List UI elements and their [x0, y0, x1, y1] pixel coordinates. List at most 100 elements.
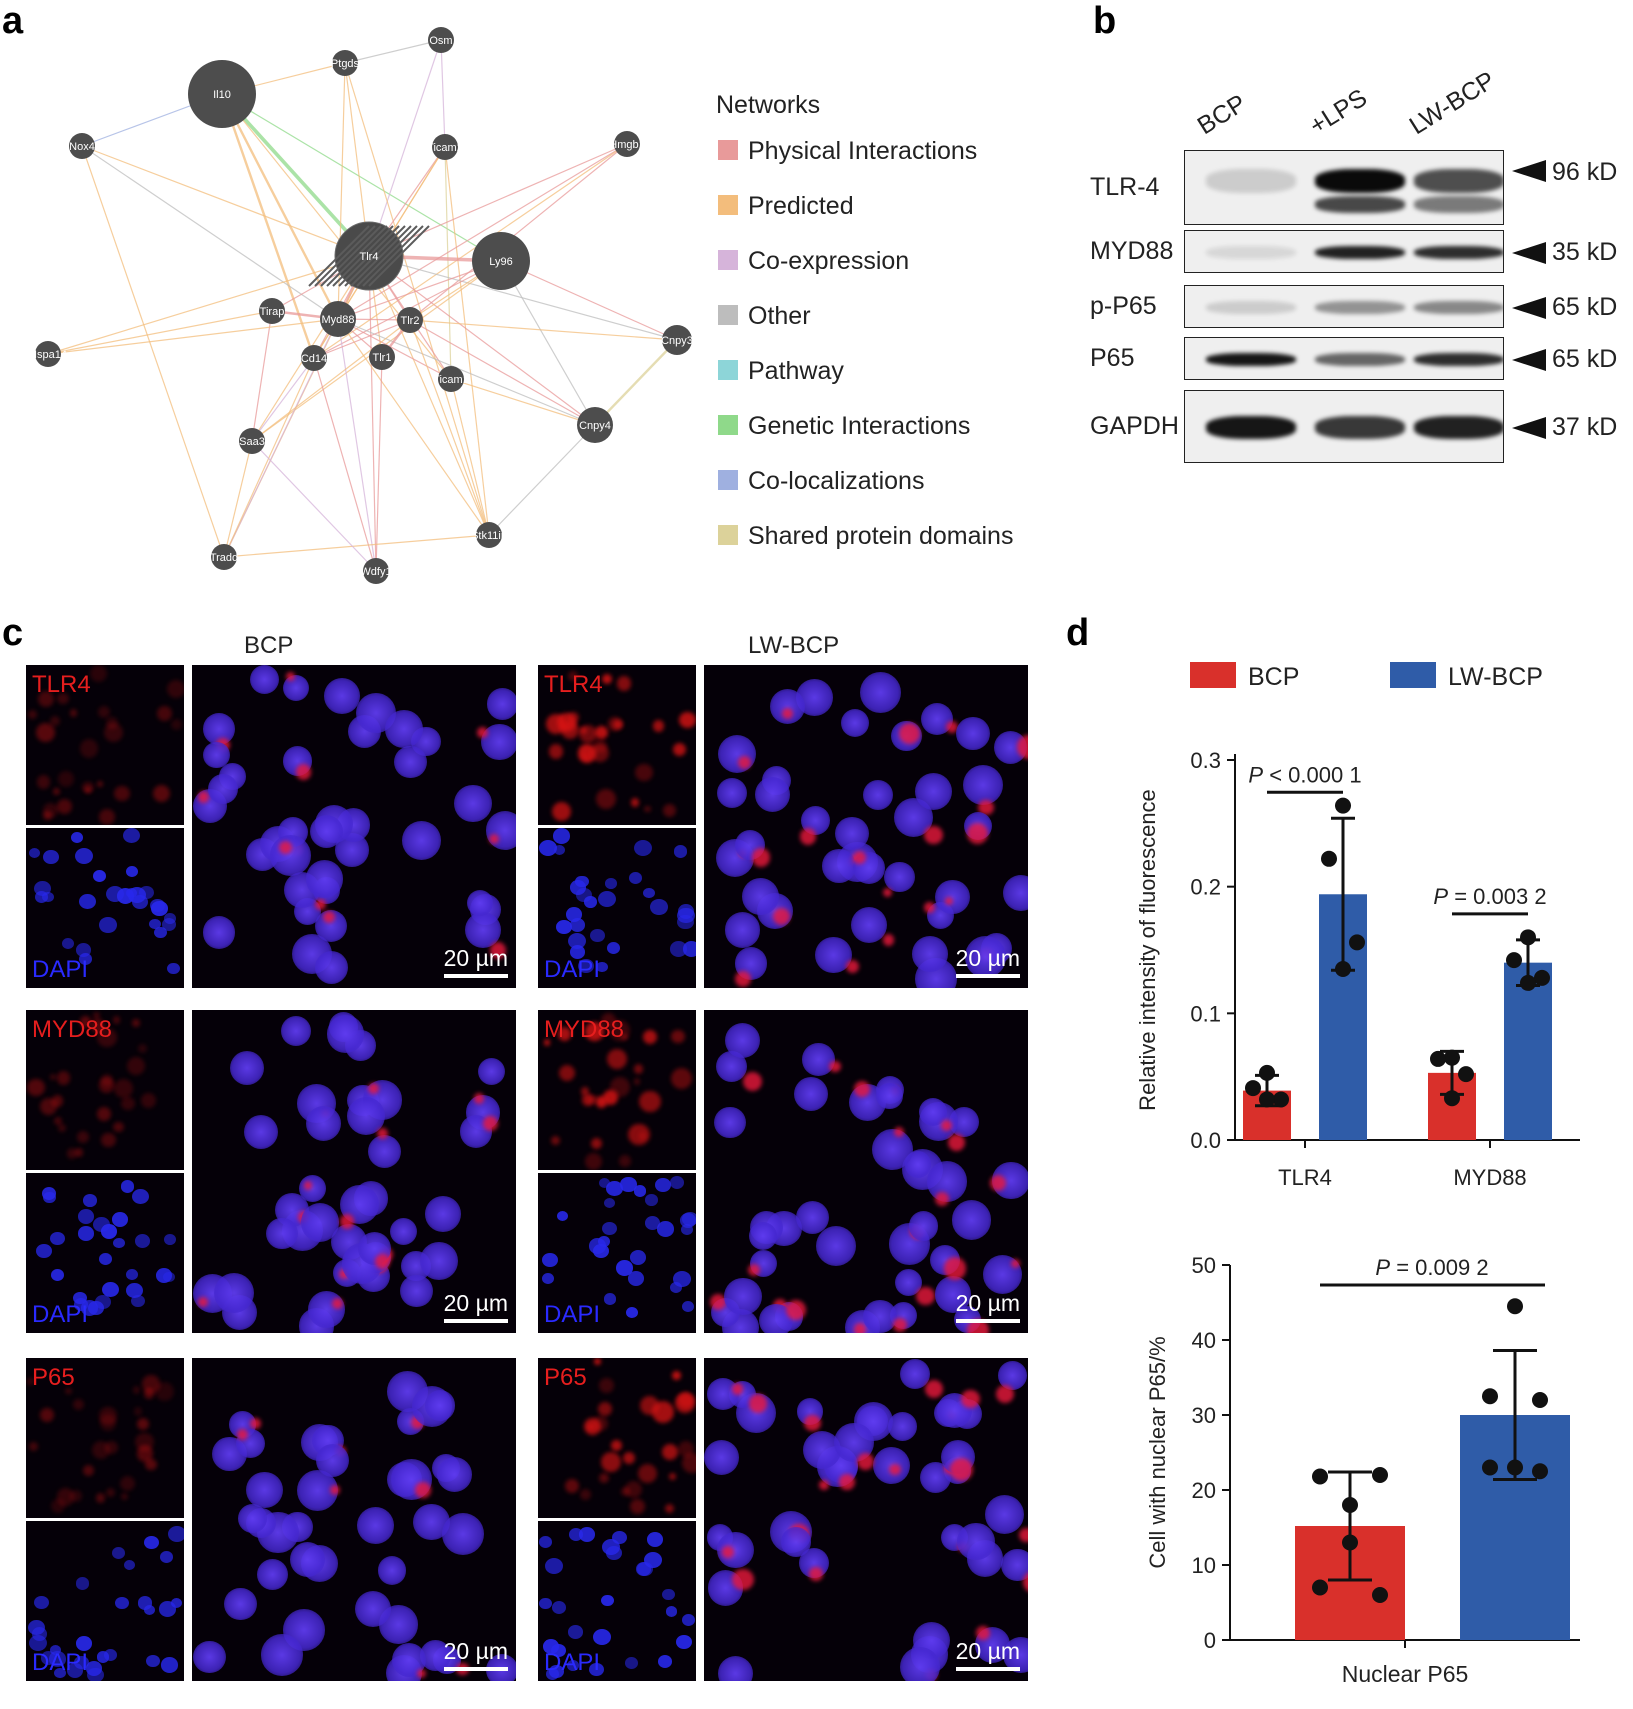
nucleus [153, 926, 167, 939]
network-node-tlr2: Tlr2 [397, 307, 423, 333]
signal-spot [93, 1011, 101, 1019]
signal-spot [101, 1132, 116, 1148]
merged-cell [952, 1200, 992, 1240]
network-edge [81, 145, 225, 558]
red-signal [882, 934, 895, 947]
network-edge [500, 260, 678, 341]
legend-swatch [718, 140, 738, 160]
nucleus [144, 1536, 159, 1550]
nucleus [628, 1271, 645, 1287]
nucleus [74, 1656, 89, 1670]
marker-channel-panel: TLR4 [26, 665, 184, 825]
signal-spot [27, 1378, 35, 1385]
red-signal [916, 1287, 935, 1306]
merged-cell [305, 1105, 342, 1142]
network-edge [450, 378, 596, 426]
node-circle [662, 325, 692, 355]
blot-band [1414, 352, 1503, 367]
network-node-osm: Osm [428, 27, 454, 53]
marker-label: MYD88 [544, 1016, 625, 1043]
nucleus [96, 1651, 110, 1663]
nucleus [144, 1605, 156, 1615]
size-label: 35 kD [1552, 237, 1618, 266]
merged-cell [394, 745, 427, 779]
legend-label: Pathway [748, 357, 844, 385]
blot-band [1206, 352, 1296, 367]
nucleus [545, 1668, 559, 1681]
signal-spot [635, 763, 653, 782]
signal-spot [79, 739, 99, 758]
network-edge [409, 319, 678, 341]
signal-spot [590, 1137, 602, 1150]
merged-cell [354, 1590, 391, 1627]
signal-spot [76, 1130, 90, 1144]
signal-spot [137, 1417, 150, 1430]
legend-label: Other [748, 302, 811, 330]
node-circle [577, 407, 613, 443]
network-edge [368, 255, 490, 536]
merged-cell [193, 1640, 226, 1674]
nucleus [75, 1577, 89, 1590]
red-signal [732, 1568, 754, 1591]
network-edge [223, 534, 490, 558]
y-tick-label: 30 [1192, 1403, 1216, 1428]
size-label: 65 kD [1552, 292, 1618, 321]
red-signal [377, 1128, 388, 1140]
network-edge [337, 318, 490, 536]
node-label: Cd14 [301, 353, 327, 365]
signal-spot [79, 1016, 92, 1028]
signal-spot [623, 1451, 636, 1464]
signal-spot [140, 1093, 156, 1109]
network-legend: Physical Interactions Predicted Co-express… [718, 137, 1013, 550]
node-circle [369, 344, 395, 370]
signal-spot [587, 1424, 595, 1431]
blot-tlr-4 [1184, 150, 1504, 225]
signal-spot [671, 1029, 685, 1044]
nucleus [553, 845, 565, 856]
data-point [1534, 969, 1550, 986]
nucleus [606, 942, 620, 954]
data-point [1259, 1064, 1275, 1081]
nucleus [662, 1588, 676, 1601]
red-signal [819, 1480, 829, 1490]
nucleus [99, 917, 117, 933]
size-label: 65 kD [1552, 344, 1618, 373]
dapi-label: DAPI [544, 1649, 601, 1676]
signal-spot [56, 1071, 71, 1085]
red-signal [854, 1081, 871, 1097]
gene-network-graph: Il10 Ptgds Osm Nox4 Ticam2 Hmgb1 Tlr4 Ly96 Tirap… [29, 27, 1013, 584]
node-label: Wdfy1 [360, 566, 391, 578]
merged-cell [486, 688, 516, 720]
signal-spot [669, 1473, 676, 1481]
signal-spot [99, 1407, 117, 1425]
merged-cell [465, 912, 502, 949]
signal-spot [611, 1440, 623, 1452]
signal-spot [43, 803, 59, 819]
y-tick-label: 0.3 [1190, 748, 1221, 773]
red-signal [945, 720, 959, 734]
p-text: < 0.000 1 [1263, 762, 1361, 787]
merged-cell [724, 912, 760, 948]
network-edge [409, 143, 628, 321]
merged-cell [246, 1471, 283, 1509]
nucleus [629, 872, 643, 885]
nucleus [643, 887, 655, 899]
signal-spot [95, 1493, 106, 1503]
protein-label: P65 [1090, 343, 1135, 372]
blot-band [1414, 415, 1503, 440]
nucleus [159, 1550, 174, 1564]
nucleus [135, 1233, 151, 1248]
merged-cell [725, 1022, 761, 1058]
legend-label: BCP [1248, 663, 1299, 691]
merged-cell [324, 677, 361, 714]
red-signal [279, 840, 293, 855]
node-hatch [344, 225, 406, 287]
merged-cell [243, 1114, 279, 1150]
nucleus [589, 929, 605, 943]
nucleus [113, 1237, 125, 1249]
nucleus [126, 888, 138, 899]
signal-spot [602, 674, 613, 685]
nucleus [32, 1627, 47, 1641]
red-signal [943, 1257, 967, 1280]
signal-spot [157, 705, 173, 721]
